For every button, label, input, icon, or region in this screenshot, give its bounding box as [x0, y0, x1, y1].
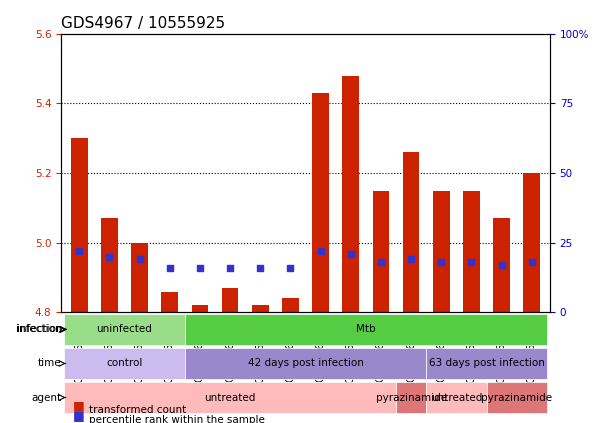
Text: infection: infection: [17, 324, 62, 335]
Bar: [192, 305, 208, 313]
Point: [316, 248, 326, 255]
Text: transformed count: transformed count: [89, 405, 186, 415]
Point: [104, 253, 114, 260]
Bar: [373, 190, 389, 313]
Text: control: control: [106, 358, 142, 368]
Text: uninfected: uninfected: [97, 324, 152, 335]
Bar: [64, 348, 185, 379]
Text: time: time: [38, 358, 62, 368]
Bar: [403, 152, 419, 313]
Bar: [426, 382, 486, 413]
Bar: [185, 348, 426, 379]
Bar: [222, 288, 238, 313]
Bar: [64, 314, 185, 345]
Bar: [252, 305, 269, 313]
Point: [527, 259, 536, 266]
Bar: [312, 93, 329, 313]
Text: untreated: untreated: [431, 393, 482, 403]
Text: agent: agent: [32, 393, 62, 403]
Point: [134, 256, 144, 263]
Bar: [64, 382, 396, 413]
Point: [376, 259, 386, 266]
Point: [346, 250, 356, 257]
Text: percentile rank within the sample: percentile rank within the sample: [89, 415, 265, 423]
Point: [467, 259, 477, 266]
Bar: [433, 190, 450, 313]
Text: ■: ■: [73, 409, 85, 422]
Bar: [486, 382, 547, 413]
Bar: [185, 314, 547, 345]
Point: [406, 256, 416, 263]
Text: 63 days post infection: 63 days post infection: [428, 358, 544, 368]
Text: pyrazinamide: pyrazinamide: [481, 393, 552, 403]
Point: [225, 264, 235, 271]
Bar: [396, 382, 426, 413]
Bar: [131, 243, 148, 313]
Point: [497, 262, 507, 269]
Bar: [101, 218, 118, 313]
Bar: [342, 76, 359, 313]
Bar: [161, 291, 178, 313]
Point: [285, 264, 295, 271]
Bar: [493, 218, 510, 313]
Text: ■: ■: [73, 399, 85, 412]
Bar: [426, 348, 547, 379]
Text: 42 days post infection: 42 days post infection: [247, 358, 364, 368]
Point: [436, 259, 446, 266]
Point: [75, 248, 84, 255]
Text: Mtb: Mtb: [356, 324, 376, 335]
Point: [255, 264, 265, 271]
Text: pyrazinamide: pyrazinamide: [376, 393, 447, 403]
Bar: [524, 173, 540, 313]
Text: untreated: untreated: [205, 393, 256, 403]
Point: [165, 264, 175, 271]
Text: GDS4967 / 10555925: GDS4967 / 10555925: [61, 16, 225, 31]
Text: infection: infection: [16, 324, 62, 335]
Bar: [463, 190, 480, 313]
Bar: [71, 138, 87, 313]
Point: [195, 264, 205, 271]
Bar: [282, 299, 299, 313]
